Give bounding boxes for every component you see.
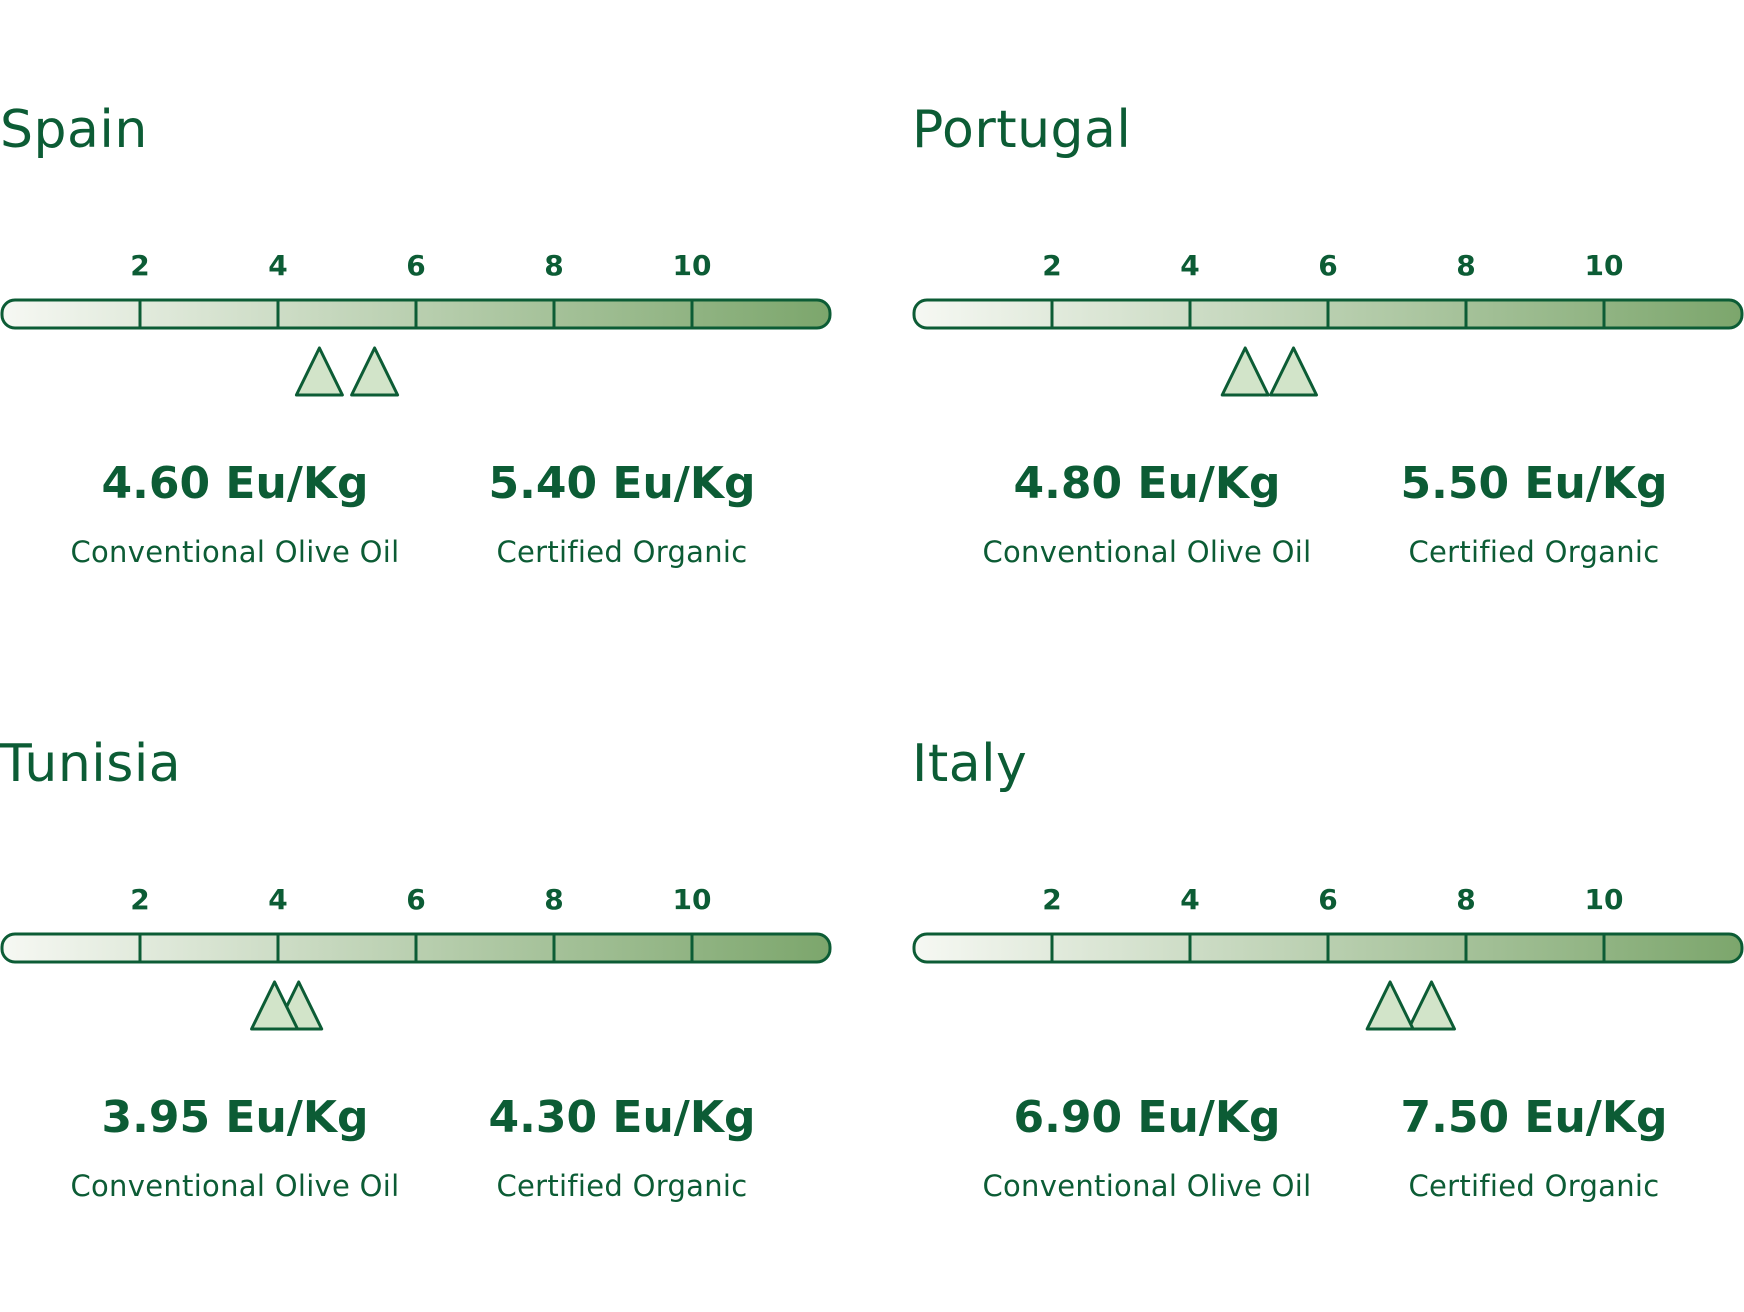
tick-label: 2 [130,883,149,916]
tick-label: 4 [268,883,287,916]
conventional-label: Conventional Olive Oil [982,1169,1312,1203]
tick-label: 6 [1318,249,1337,282]
organic-label: Certified Organic [1408,535,1660,569]
panel-spain: Spain 2 4 6 8 10 4.60 Eu/Kg 5.40 Eu/Kg Conve… [0,0,840,620]
marker-organic [1269,346,1318,397]
price-scale: 2 4 6 8 10 [912,249,1744,397]
conventional-label: Conventional Olive Oil [70,535,400,569]
conventional-label: Conventional Olive Oil [70,1169,400,1203]
tick-label: 10 [1585,249,1624,282]
tick-label: 2 [130,249,149,282]
organic-price: 5.50 Eu/Kg [1400,458,1668,509]
tick-label: 6 [406,249,425,282]
tick-label: 2 [1042,249,1061,282]
conventional-price: 3.95 Eu/Kg [101,1092,369,1143]
organic-label: Certified Organic [496,535,748,569]
price-scale: 2 4 6 8 10 [0,249,832,397]
tick-label: 8 [544,249,563,282]
country-title: Portugal [912,100,1132,160]
conventional-price: 4.80 Eu/Kg [1013,458,1281,509]
conventional-price: 4.60 Eu/Kg [101,458,369,509]
tick-label: 8 [544,883,563,916]
panel-italy: Italy 2 4 6 8 10 6.90 Eu/Kg 7.50 Eu/Kg Conve… [912,634,1744,1254]
marker-conventional [250,980,300,1031]
country-title: Tunisia [0,734,182,794]
tick-label: 8 [1456,249,1475,282]
marker-conventional [1365,980,1415,1031]
tick-label: 4 [268,249,287,282]
panel-portugal: Portugal 2 4 6 8 10 4.80 Eu/Kg 5.50 Eu/Kg Co… [912,0,1744,620]
panel-tunisia: Tunisia 2 4 6 8 10 3.95 Eu/Kg 4.30 Eu/Kg Con… [0,634,840,1254]
marker-conventional [1220,346,1270,397]
tick-label: 4 [1180,249,1199,282]
marker-organic [350,346,400,397]
tick-label: 6 [1318,883,1337,916]
tick-label: 10 [1585,883,1624,916]
organic-price: 4.30 Eu/Kg [488,1092,756,1143]
price-scale: 2 4 6 8 10 [912,883,1744,1031]
conventional-price: 6.90 Eu/Kg [1013,1092,1281,1143]
tick-label: 6 [406,883,425,916]
organic-price: 7.50 Eu/Kg [1400,1092,1668,1143]
organic-price: 5.40 Eu/Kg [488,458,756,509]
country-title: Spain [0,100,148,160]
tick-label: 8 [1456,883,1475,916]
tick-label: 2 [1042,883,1061,916]
marker-organic [1407,980,1456,1031]
tick-label: 4 [1180,883,1199,916]
country-title: Italy [912,734,1028,794]
marker-conventional [294,346,344,397]
tick-label: 10 [673,249,712,282]
price-scale: 2 4 6 8 10 [0,883,832,1031]
conventional-label: Conventional Olive Oil [982,535,1312,569]
organic-label: Certified Organic [496,1169,748,1203]
organic-label: Certified Organic [1408,1169,1660,1203]
tick-label: 10 [673,883,712,916]
